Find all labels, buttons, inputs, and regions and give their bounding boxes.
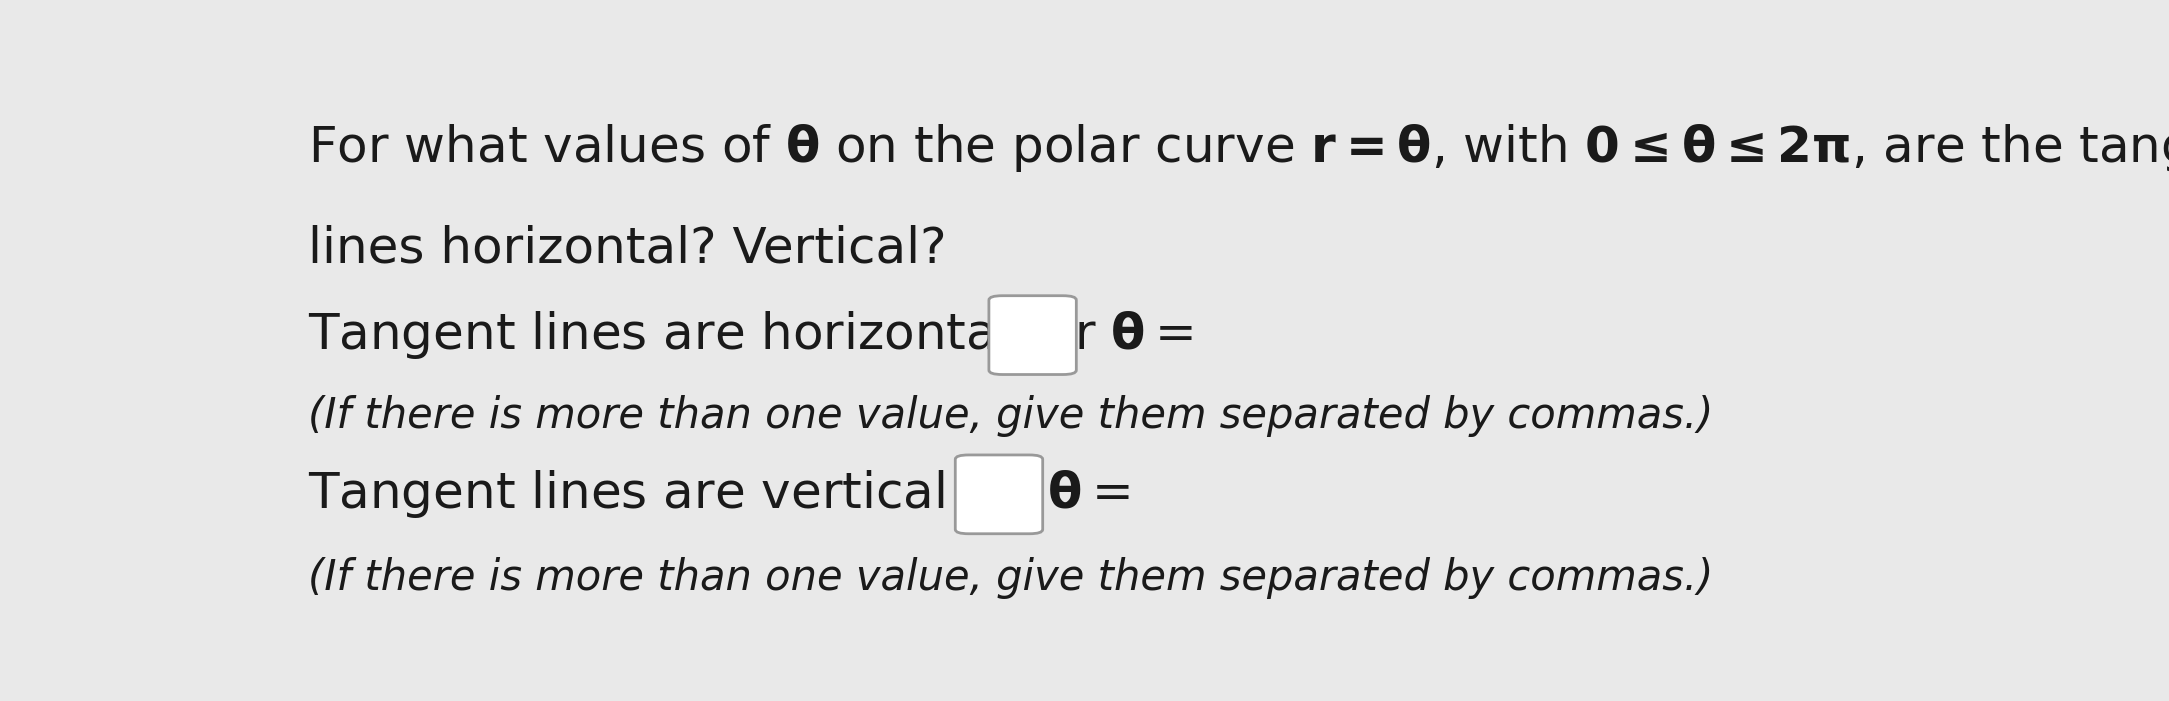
Text: (If there is more than one value, give them separated by commas.): (If there is more than one value, give t… [308, 395, 1714, 437]
FancyBboxPatch shape [989, 296, 1076, 374]
Text: lines horizontal? Vertical?: lines horizontal? Vertical? [308, 224, 946, 273]
Text: Tangent lines are vertical for $\mathbf{\theta} =$: Tangent lines are vertical for $\mathbf{… [308, 468, 1130, 520]
Text: For what values of $\mathbf{\theta}$ on the polar curve $\mathbf{r=\theta}$, wit: For what values of $\mathbf{\theta}$ on … [308, 122, 2169, 174]
FancyBboxPatch shape [954, 455, 1043, 533]
Text: Tangent lines are horizontal for $\mathbf{\theta} =$: Tangent lines are horizontal for $\mathb… [308, 309, 1193, 361]
Text: (If there is more than one value, give them separated by commas.): (If there is more than one value, give t… [308, 557, 1714, 599]
